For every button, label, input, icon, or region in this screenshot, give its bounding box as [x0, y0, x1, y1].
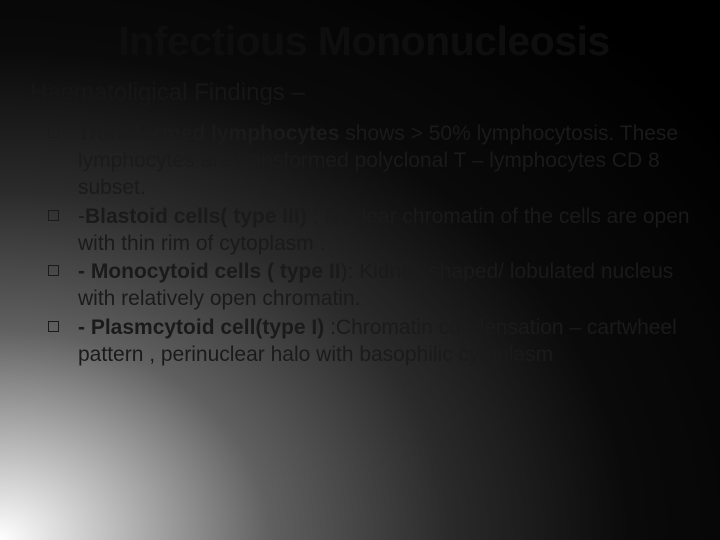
square-bullet-icon — [48, 127, 59, 138]
list-item: - Plasmcytoid cell(type I) :Chromatin co… — [48, 315, 690, 369]
square-bullet-icon — [48, 321, 59, 332]
list-item: -Blastoid cells( type III) : Nuclear chr… — [48, 204, 690, 258]
square-bullet-icon — [48, 210, 59, 221]
slide-title: Infectious Mononucleosis — [38, 18, 690, 65]
bullet-bold: Blastoid cells( type III) — [85, 205, 313, 228]
bullet-pre: - — [78, 205, 85, 228]
list-item: - Monocytoid cells ( type II): Kidney sh… — [48, 259, 690, 313]
slide-subtitle: Haematoligical Findings – — [30, 79, 690, 107]
square-bullet-icon — [48, 265, 59, 276]
slide-container: Infectious Mononucleosis Haematoligical … — [0, 0, 720, 540]
list-item: Transformed lymphocytes shows > 50% lymp… — [48, 121, 690, 202]
bullet-bold: - Monocytoid cells ( type II — [78, 260, 341, 283]
bullet-bold: Transformed lymphocytes — [78, 122, 345, 145]
bullet-bold: - Plasmcytoid cell(type I) — [78, 316, 330, 339]
bullet-list: Transformed lymphocytes shows > 50% lymp… — [38, 121, 690, 369]
